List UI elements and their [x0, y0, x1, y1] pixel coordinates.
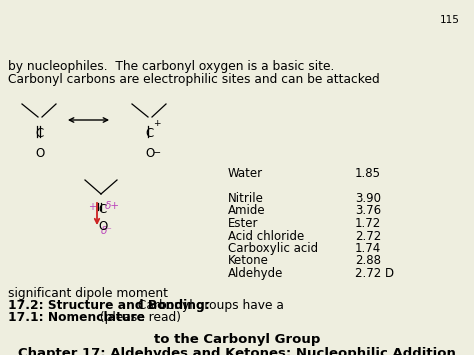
- Text: 2.72 D: 2.72 D: [355, 267, 394, 280]
- Text: 3.76: 3.76: [355, 204, 381, 218]
- Text: δ+: δ+: [105, 201, 120, 211]
- Text: −: −: [153, 148, 161, 158]
- Text: C: C: [35, 127, 43, 140]
- Text: Carbonyl groups have a: Carbonyl groups have a: [134, 299, 284, 312]
- Text: +: +: [88, 202, 96, 212]
- Text: (please read): (please read): [96, 311, 181, 324]
- Text: Chapter 17: Aldehydes and Ketones: Nucleophilic Addition: Chapter 17: Aldehydes and Ketones: Nucle…: [18, 347, 456, 355]
- Text: Carbonyl carbons are electrophilic sites and can be attacked: Carbonyl carbons are electrophilic sites…: [8, 73, 380, 86]
- Text: O: O: [35, 147, 44, 160]
- Text: to the Carbonyl Group: to the Carbonyl Group: [154, 333, 320, 346]
- Text: C: C: [98, 203, 106, 216]
- Text: Ketone: Ketone: [228, 255, 269, 268]
- Text: 17.1: Nomenclature: 17.1: Nomenclature: [8, 311, 145, 324]
- Text: by nucleophiles.  The carbonyl oxygen is a basic site.: by nucleophiles. The carbonyl oxygen is …: [8, 60, 334, 73]
- Text: Carboxylic acid: Carboxylic acid: [228, 242, 318, 255]
- Text: significant dipole moment: significant dipole moment: [8, 287, 168, 300]
- Text: O: O: [145, 147, 154, 160]
- Text: 1.85: 1.85: [355, 167, 381, 180]
- Text: Acid chloride: Acid chloride: [228, 229, 304, 242]
- Text: 1.72: 1.72: [355, 217, 381, 230]
- Text: +: +: [153, 119, 161, 128]
- Text: Ester: Ester: [228, 217, 258, 230]
- Text: 17.2: Structure and Bonding:: 17.2: Structure and Bonding:: [8, 299, 210, 312]
- Text: Aldehyde: Aldehyde: [228, 267, 283, 280]
- Text: C: C: [145, 127, 153, 140]
- Text: O: O: [98, 220, 107, 233]
- Text: 2.72: 2.72: [355, 229, 381, 242]
- Text: Water: Water: [228, 167, 263, 180]
- Text: Amide: Amide: [228, 204, 265, 218]
- Text: Nitrile: Nitrile: [228, 192, 264, 205]
- Text: 1.74: 1.74: [355, 242, 381, 255]
- Text: 3.90: 3.90: [355, 192, 381, 205]
- Text: 2.88: 2.88: [355, 255, 381, 268]
- Text: δ⁻: δ⁻: [101, 226, 113, 236]
- Text: 115: 115: [440, 15, 460, 25]
